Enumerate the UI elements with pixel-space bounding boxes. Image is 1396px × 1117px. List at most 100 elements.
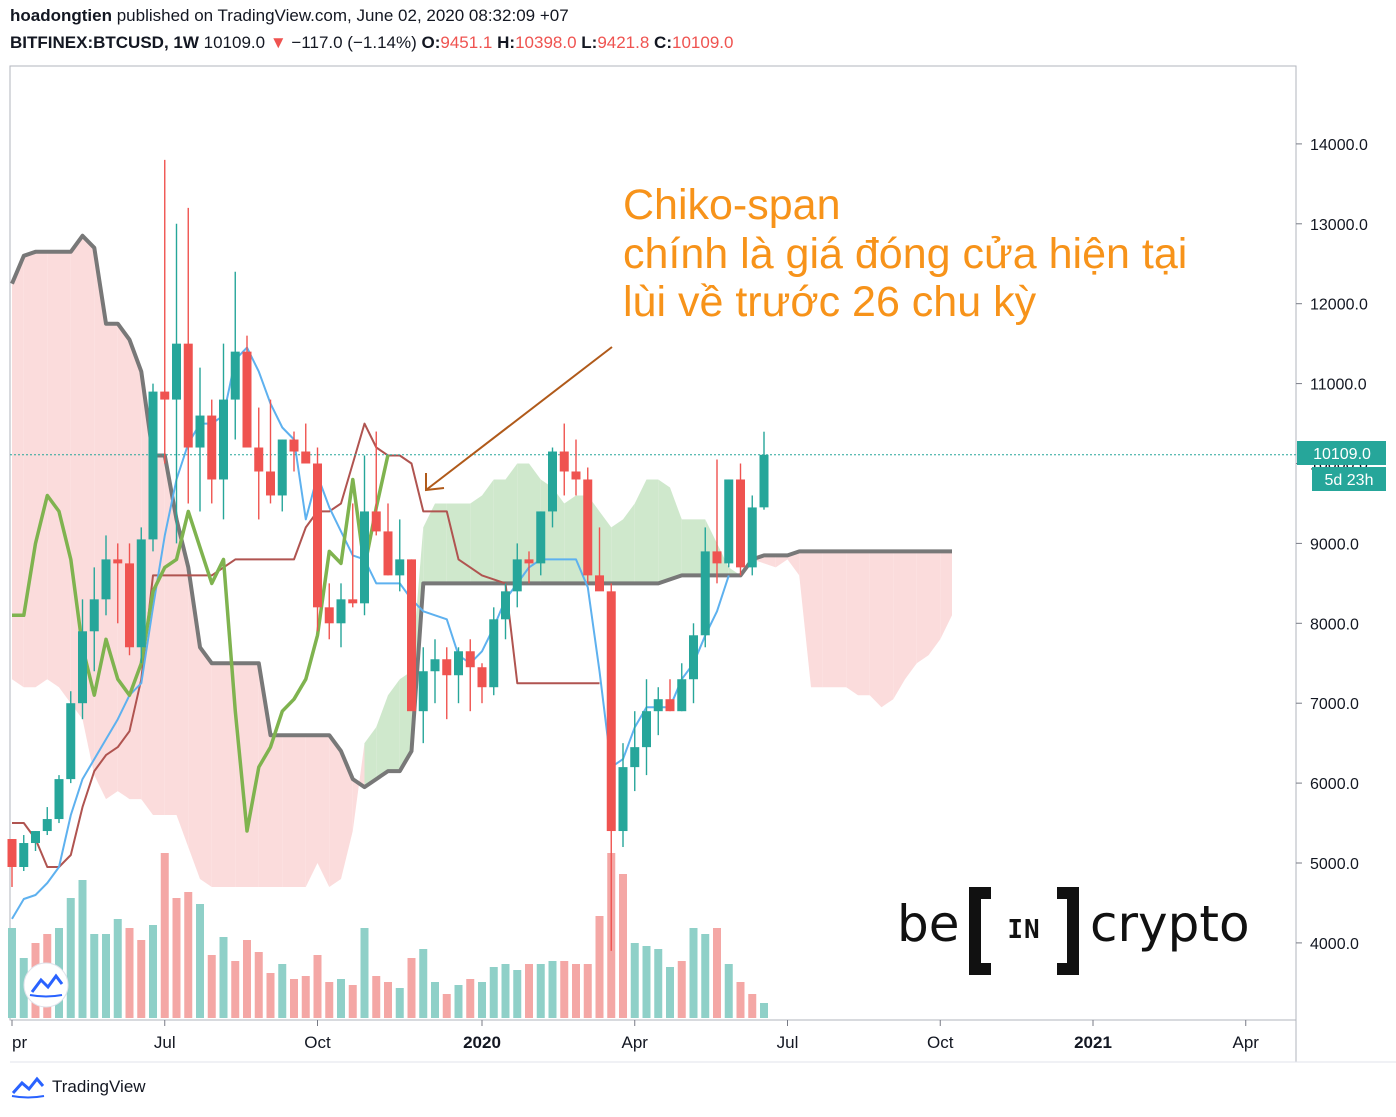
cloud-segment [35,251,48,688]
last-price-box [1297,441,1386,465]
cloud-segment [505,463,518,584]
candle-body [42,819,52,832]
cloud-segment [47,251,59,688]
cloud-segment [247,663,259,887]
volume-bar [748,994,757,1018]
candle-body [712,551,722,564]
volume-bar [196,904,204,1018]
candle-body [571,471,581,480]
time-tick-label: Jul [154,1033,176,1052]
price-tick-label: 12000.0 [1310,297,1368,314]
volume-bar [243,940,251,1018]
cloud-segment [940,551,952,640]
volume-bar [642,946,651,1018]
cloud-segment [470,495,482,584]
candle-body [254,447,264,472]
candle-body [313,463,322,608]
candle-body [66,703,76,780]
volume-bar [160,853,169,1018]
down-triangle-icon: ▼ [269,33,287,52]
chikou-span-line [12,454,390,833]
author-name[interactable]: hoadongtien [10,6,112,25]
cloud-segment [869,551,882,708]
candle-body [747,507,757,568]
candle-body [289,439,299,452]
candle-body [371,511,381,532]
cloud-segment [834,551,847,688]
high-value: 10398.0 [515,33,577,52]
volume-bar [536,964,545,1018]
cloud-segment [12,255,24,688]
time-tick-label: Jul [777,1033,799,1052]
candle-body [125,563,134,648]
cloud-segment [270,735,283,887]
volume-bar [372,976,381,1018]
candle-body [630,747,640,768]
candle-body [19,843,29,867]
cloud-segment [681,519,694,576]
candle-body [689,635,698,680]
publish-line: hoadongtien published on TradingView.com… [10,6,569,26]
cloud-segment [106,323,118,800]
candle-body [160,391,170,400]
candle-body [512,559,522,592]
cloud-segment [458,503,471,584]
candle-body [759,454,769,508]
cloud-segment [59,251,71,704]
last-price: 10109.0 [203,33,266,52]
volume-bar [478,982,486,1018]
tradingview-brand: TradingView [52,1077,146,1096]
candle-body [559,451,569,472]
volume-bars [8,853,768,1018]
cloud-segment [670,487,682,580]
kijun-sen-line [12,422,600,868]
volume-bar [278,964,287,1018]
cloud-segment [223,663,236,887]
cloud-segment [517,463,529,584]
candle-body [89,599,99,632]
price-tick-label: 9000.0 [1310,536,1359,553]
cloud-segment [658,479,670,584]
price-axis[interactable]: 4000.05000.06000.07000.08000.09000.01000… [1296,137,1368,953]
cloud-segment [153,455,165,816]
candle-body [78,631,87,704]
volume-bar [760,1003,768,1018]
volume-bar [172,898,181,1018]
time-tick-label: Oct [304,1033,331,1052]
cloud-segment [787,551,800,576]
candle-body [324,607,334,624]
tradingview-badge-icon [23,962,69,1008]
last-price-tag-value: 10109.0 [1313,446,1371,463]
candle-body [548,451,557,512]
bar-countdown: 5d 23h [1325,472,1374,489]
countdown-box [1312,467,1386,491]
candle-body [736,479,745,568]
candle-body [183,343,193,448]
cloud-segment [341,751,353,879]
cloud-segment [846,551,858,696]
time-axis[interactable]: pr Jul Oct 2020 Apr Jul Oct 2021 Apr [11,1020,1259,1052]
cloud-segment [376,695,388,780]
close-label: C: [654,33,672,52]
volume-bar [360,928,369,1018]
volume-bar [713,928,721,1018]
tradingview-footer[interactable]: TradingView [10,1075,146,1099]
volume-bar [619,874,627,1018]
candle-body [7,839,17,867]
volume-bar [102,934,110,1018]
candle-body [465,651,475,668]
price-tick-label: 5000.0 [1310,856,1359,873]
time-tick-label: 2020 [463,1033,501,1052]
cloud-segment [329,735,341,887]
cloud-segment [352,743,365,832]
time-tick-label: pr [12,1033,27,1052]
volume-bar [442,994,451,1018]
cloud-segment [858,551,870,696]
candle-body [407,559,416,712]
volume-bar [8,928,16,1018]
price-tick-label: 7000.0 [1310,696,1359,713]
candle-body [54,779,64,820]
volume-bar [583,964,592,1018]
candle-body [395,559,405,576]
